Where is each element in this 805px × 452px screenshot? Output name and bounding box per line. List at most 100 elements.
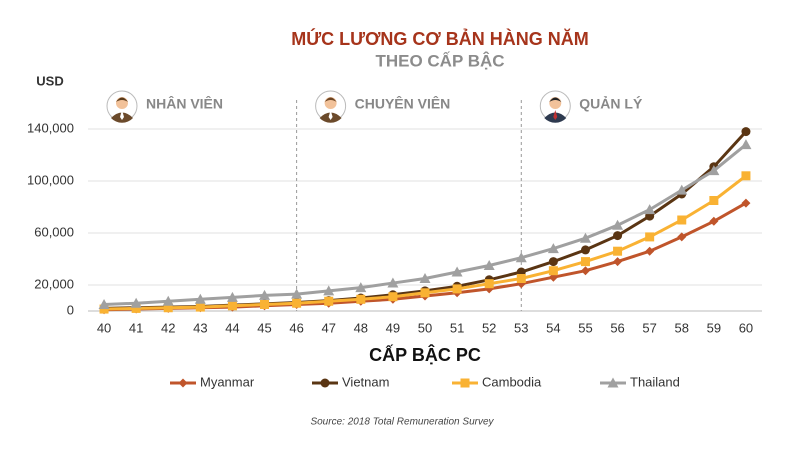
data-point [130, 297, 142, 308]
x-tick-label: 58 [675, 320, 689, 335]
data-point [227, 301, 237, 311]
data-point [194, 293, 206, 304]
x-tick-label: 45 [257, 320, 271, 335]
data-point [613, 246, 623, 256]
data-point [484, 279, 494, 289]
data-point [355, 282, 367, 293]
person-icon [315, 90, 347, 123]
data-point [645, 246, 655, 256]
data-point [98, 299, 110, 309]
data-point [612, 219, 624, 230]
y-tick-label: 60,000 [34, 224, 74, 239]
data-point [676, 184, 688, 195]
data-point [677, 232, 687, 242]
x-tick-label: 56 [610, 320, 624, 335]
data-point [644, 204, 656, 215]
data-point [291, 288, 303, 299]
source-note: Source: 2018 Total Remuneration Survey [310, 417, 494, 428]
legend-marker [320, 378, 330, 388]
x-tick-label: 52 [482, 320, 496, 335]
icon-hair [116, 97, 128, 102]
x-tick-label: 46 [289, 320, 303, 335]
x-tick-label: 55 [578, 320, 592, 335]
data-point [451, 266, 463, 277]
data-point [741, 198, 751, 208]
data-point [740, 139, 752, 150]
data-point [452, 284, 462, 294]
data-point [323, 285, 335, 296]
icon-hair [549, 97, 562, 102]
data-point [516, 274, 526, 283]
x-tick-label: 43 [193, 320, 207, 335]
x-tick-label: 59 [707, 320, 721, 335]
y-tick-label: 100,000 [27, 172, 74, 187]
legend-label: Cambodia [482, 374, 542, 389]
person-icon [539, 90, 571, 123]
x-tick-label: 48 [354, 320, 368, 335]
data-point [356, 294, 366, 304]
data-point [709, 196, 719, 205]
icon-hair [324, 97, 337, 102]
x-tick-label: 50 [418, 320, 432, 335]
data-point [741, 127, 751, 137]
x-tick-label: 44 [225, 320, 239, 335]
x-tick-label: 41 [129, 320, 143, 335]
data-point [548, 257, 558, 267]
data-point [226, 291, 238, 302]
data-point [548, 266, 558, 276]
x-tick-label: 60 [739, 320, 753, 335]
data-point [741, 171, 751, 181]
legend-label: Vietnam [342, 374, 389, 389]
icon-tie [120, 110, 124, 120]
data-point [547, 243, 559, 254]
data-point [162, 295, 174, 306]
x-tick-label: 51 [450, 320, 464, 335]
data-point [324, 296, 334, 306]
legend-marker [460, 378, 470, 388]
data-point [580, 245, 590, 255]
data-point [645, 232, 655, 242]
data-point [515, 252, 527, 263]
data-point [580, 257, 590, 267]
data-point [195, 302, 205, 312]
x-axis-label: CẤP BẬC PC [369, 344, 481, 365]
x-tick-label: 57 [642, 320, 656, 335]
x-tick-label: 40 [97, 320, 111, 335]
data-point [99, 304, 109, 314]
data-point [420, 288, 430, 298]
icon-tie [553, 110, 558, 120]
data-point [709, 216, 719, 226]
band-label: QUẢN LÝ [579, 95, 643, 112]
y-axis-label: USD [36, 73, 63, 88]
data-point [613, 257, 623, 267]
legend-label: Myanmar [200, 374, 255, 389]
data-point [292, 298, 302, 308]
data-point [613, 231, 623, 241]
person-icon [106, 90, 138, 123]
y-tick-label: 0 [67, 302, 74, 317]
y-tick-label: 140,000 [27, 120, 74, 135]
x-tick-label: 53 [514, 320, 528, 335]
legend-label: Thailand [630, 374, 680, 389]
data-point [388, 292, 398, 302]
x-tick-label: 49 [386, 320, 400, 335]
legend-marker [178, 378, 188, 388]
data-point [579, 232, 591, 243]
icon-tie [328, 110, 333, 120]
band-label: CHUYÊN VIÊN [355, 95, 451, 112]
data-point [259, 289, 271, 300]
data-point [708, 165, 720, 176]
band-label: NHÂN VIÊN [146, 95, 223, 112]
data-point [260, 300, 270, 309]
data-point [419, 273, 431, 283]
chart-subtitle: THEO CẤP BẬC [375, 51, 504, 70]
data-point [483, 260, 495, 270]
chart-title: MỨC LƯƠNG CƠ BẢN HÀNG NĂM [291, 28, 589, 49]
data-point [387, 277, 399, 288]
data-point [131, 303, 141, 313]
x-tick-label: 42 [161, 320, 175, 335]
data-point [163, 303, 173, 313]
legend-marker [607, 377, 619, 388]
